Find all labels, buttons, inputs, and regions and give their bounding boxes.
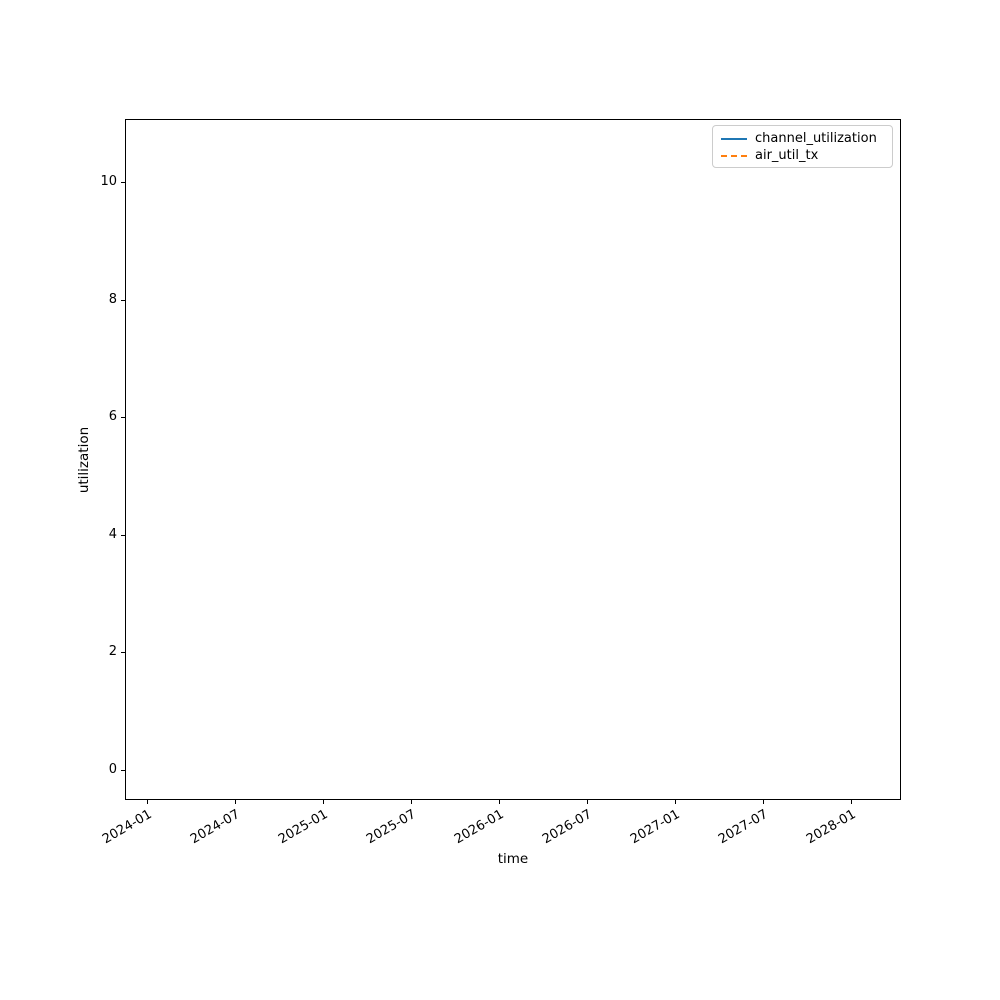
- legend-item-air-util-tx: air_util_tx: [721, 147, 884, 164]
- legend-label: air_util_tx: [755, 148, 819, 163]
- y-tick-label: 8: [108, 292, 117, 307]
- solid-line-swatch-icon: [721, 137, 747, 140]
- y-tick-label: 6: [108, 409, 117, 424]
- x-tick-mark: [499, 800, 500, 804]
- y-tick-mark: [121, 770, 125, 771]
- x-tick-mark: [763, 800, 764, 804]
- y-tick-label: 0: [108, 762, 117, 777]
- y-tick-mark: [121, 652, 125, 653]
- legend: channel_utilization air_util_tx: [712, 125, 893, 168]
- x-tick-mark: [675, 800, 676, 804]
- x-tick-mark: [587, 800, 588, 804]
- legend-item-channel-utilization: channel_utilization: [721, 130, 884, 147]
- plot-area: [125, 119, 901, 800]
- dashed-line-swatch-icon: [721, 154, 747, 157]
- y-tick-mark: [121, 535, 125, 536]
- y-tick-mark: [121, 300, 125, 301]
- y-axis-label: utilization: [76, 426, 92, 494]
- x-tick-mark: [851, 800, 852, 804]
- x-tick-mark: [323, 800, 324, 804]
- x-tick-mark: [411, 800, 412, 804]
- y-tick-mark: [121, 417, 125, 418]
- x-tick-mark: [235, 800, 236, 804]
- x-tick-mark: [147, 800, 148, 804]
- y-tick-mark: [121, 182, 125, 183]
- y-tick-label: 10: [100, 174, 117, 189]
- legend-label: channel_utilization: [755, 131, 877, 146]
- x-axis-label: time: [497, 851, 529, 867]
- y-tick-label: 4: [108, 527, 117, 542]
- y-tick-label: 2: [108, 644, 117, 659]
